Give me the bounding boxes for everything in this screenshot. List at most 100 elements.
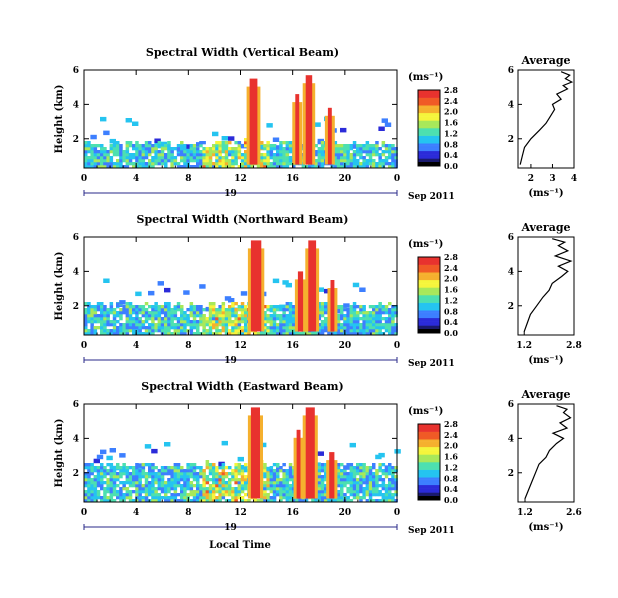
- heatmap-cell: [148, 323, 152, 327]
- heatmap-cell: [160, 147, 165, 151]
- colorbar-segment: [418, 471, 440, 474]
- heatmap-cell: [388, 481, 392, 485]
- heatmap-cell: [212, 490, 216, 494]
- average-x-tick-label: 4: [571, 174, 577, 184]
- heatmap-cell: [388, 153, 392, 157]
- heatmap-cell: [186, 481, 190, 485]
- heatmap-cell: [368, 466, 373, 470]
- heatmap-cell: [212, 302, 216, 306]
- heatmap-cell: [109, 496, 114, 500]
- heatmap-cell: [224, 323, 229, 327]
- heatmap-cell: [365, 469, 370, 473]
- heatmap-cell: [362, 490, 366, 494]
- heatmap-cell: [311, 165, 315, 169]
- heatmap-cell: [317, 308, 322, 312]
- heatmap-cell: [285, 469, 290, 473]
- heatmap-cell: [282, 323, 286, 327]
- heatmap-cell: [288, 159, 293, 163]
- heatmap-cell: [122, 323, 126, 327]
- convective-cell: [295, 94, 300, 165]
- heatmap-cell: [112, 481, 117, 485]
- heatmap-cell: [362, 317, 366, 321]
- heatmap-cell: [231, 332, 235, 336]
- heatmap-cell: [272, 472, 277, 476]
- heatmap-cell: [295, 499, 299, 503]
- heatmap-cell: [90, 320, 94, 324]
- heatmap-cell: [170, 308, 174, 312]
- heatmap-cell: [212, 332, 216, 336]
- heatmap-cell: [244, 475, 248, 479]
- heatmap-cell: [176, 329, 181, 333]
- heatmap-cell: [234, 162, 238, 166]
- heatmap-cell: [372, 305, 376, 309]
- heatmap-cell: [154, 153, 158, 157]
- x-tick-label: 4: [133, 174, 139, 184]
- heatmap-cell: [151, 311, 155, 315]
- heatmap-cell: [212, 472, 216, 476]
- heatmap-cell: [320, 329, 325, 333]
- heatmap-cell: [279, 314, 283, 318]
- heatmap-cell: [224, 317, 229, 321]
- heatmap-cell: [231, 314, 235, 318]
- heatmap-cell: [381, 153, 386, 157]
- heatmap-cell: [234, 487, 238, 491]
- heatmap-cell: [221, 469, 226, 473]
- heatmap-cell: [378, 159, 382, 163]
- heatmap-cell: [388, 466, 392, 470]
- heatmap-cell: [157, 481, 162, 485]
- heatmap-cell: [308, 332, 312, 336]
- heatmap-cell: [221, 466, 226, 470]
- heatmap-cell: [282, 487, 286, 491]
- heatmap-cell: [375, 314, 379, 318]
- heatmap-cell: [205, 147, 210, 151]
- colorbar-segment: [418, 283, 440, 286]
- heatmap-cell: [208, 314, 213, 318]
- heatmap-cell: [224, 144, 229, 148]
- heatmap-cell: [119, 162, 123, 166]
- heatmap-cell: [157, 329, 162, 333]
- heatmap-cell: [189, 472, 194, 476]
- heatmap-cell: [279, 481, 283, 485]
- heatmap-cell: [189, 326, 194, 330]
- heatmap-cell: [183, 499, 187, 503]
- heatmap-cell: [100, 499, 104, 503]
- heatmap-cell: [244, 308, 248, 312]
- average-title: Average: [520, 388, 570, 401]
- heatmap-cell: [199, 472, 203, 476]
- heatmap-cell: [228, 487, 232, 491]
- heatmap-cell: [103, 332, 107, 336]
- colorbar-segment: [418, 293, 440, 296]
- heatmap-cell: [157, 472, 162, 476]
- colorbar-tick-label: 2.8: [444, 419, 458, 429]
- heatmap-cell: [138, 499, 142, 503]
- heatmap-cell: [365, 150, 370, 154]
- heatmap-cell: [276, 159, 280, 163]
- heatmap-cell: [160, 156, 165, 160]
- colorbar-tick-label: 1.6: [444, 118, 458, 128]
- heatmap-cell: [282, 317, 286, 321]
- heatmap-cell: [365, 466, 370, 470]
- heatmap-cell: [183, 165, 187, 169]
- heatmap-cell: [356, 150, 360, 154]
- heatmap-cell: [359, 472, 363, 476]
- y-tick-label: 2: [73, 135, 79, 145]
- heatmap-cell: [384, 320, 389, 324]
- heatmap-cell: [221, 150, 226, 154]
- heatmap-cell: [362, 314, 366, 318]
- heatmap-cell: [288, 141, 293, 145]
- heatmap-cell: [186, 478, 190, 482]
- heatmap-cell: [320, 326, 325, 330]
- heatmap-cell: [125, 496, 130, 500]
- heatmap-cell: [266, 165, 270, 169]
- heatmap-cell: [148, 475, 152, 479]
- heatmap-cell: [368, 320, 373, 324]
- heatmap-cell: [132, 475, 136, 479]
- colorbar-segment: [418, 481, 440, 484]
- heatmap-cell: [164, 311, 168, 315]
- heatmap-cell: [151, 487, 155, 491]
- heatmap-cell: [141, 490, 146, 494]
- heatmap-cell: [106, 156, 110, 160]
- colorbar-segment: [418, 126, 440, 129]
- heatmap-cell: [372, 472, 376, 476]
- heatmap-cell: [378, 323, 382, 327]
